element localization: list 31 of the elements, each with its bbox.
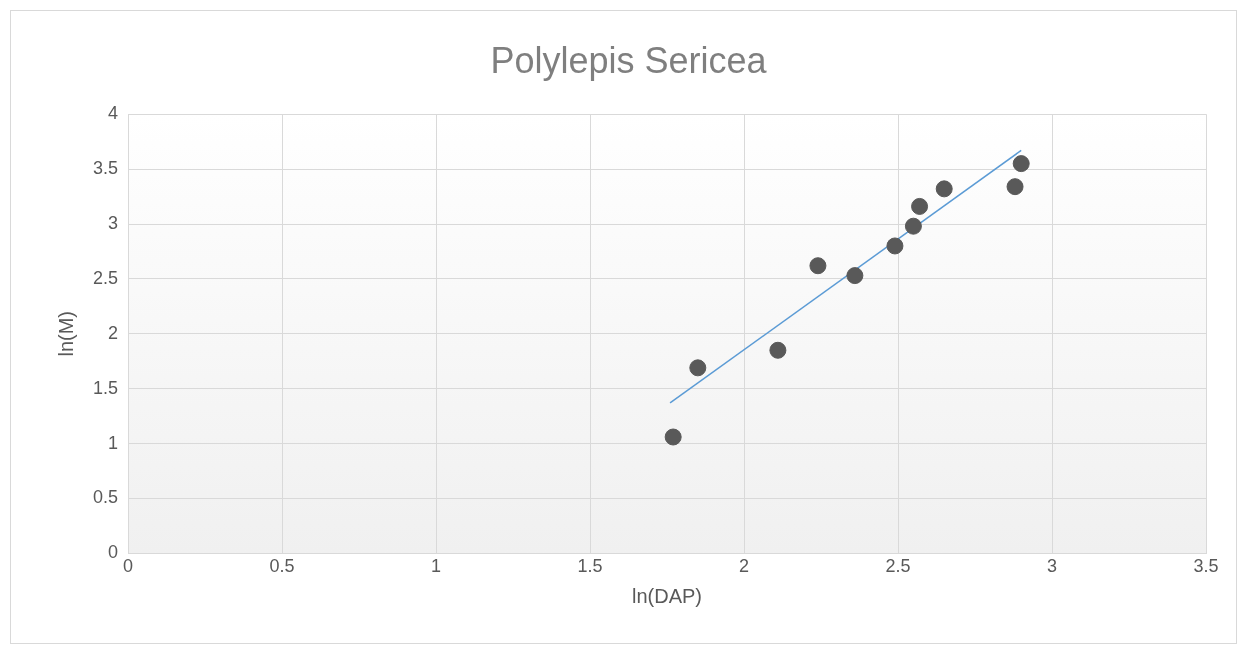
x-tick-label: 3.5 <box>1193 556 1219 577</box>
y-tick-label: 1 <box>108 432 119 453</box>
y-tick-label: 3.5 <box>92 158 119 179</box>
point <box>689 359 707 377</box>
x-tick-label: 1.5 <box>577 556 603 577</box>
x-tick-label: 1 <box>431 556 442 577</box>
x-axis-title: ln(DAP) <box>632 584 703 607</box>
x-tick-label: 0.5 <box>269 556 295 577</box>
y-tick-label: 0 <box>108 542 119 563</box>
point <box>1006 178 1024 196</box>
y-tick-label: 3 <box>108 212 119 233</box>
point <box>911 197 929 215</box>
y-tick-label: 0.5 <box>92 487 119 508</box>
y-tick-label: 2.5 <box>92 267 119 288</box>
x-tick-label: 0 <box>123 556 134 577</box>
x-tick-label: 3 <box>1047 556 1058 577</box>
chart-title: Polylepis Sericea <box>490 39 768 81</box>
y-tick-label: 2 <box>108 322 119 343</box>
point <box>935 180 953 198</box>
point <box>904 217 922 235</box>
y-tick-label: 4 <box>108 103 119 124</box>
point <box>886 237 904 255</box>
point <box>846 267 864 285</box>
point <box>769 341 787 359</box>
point <box>664 428 682 446</box>
x-tick-label: 2.5 <box>885 556 911 577</box>
point <box>1012 155 1030 173</box>
y-tick-label: 1.5 <box>92 377 119 398</box>
y-axis-title: ln(M) <box>54 311 77 357</box>
point <box>809 257 827 275</box>
x-tick-label: 2 <box>739 556 750 577</box>
